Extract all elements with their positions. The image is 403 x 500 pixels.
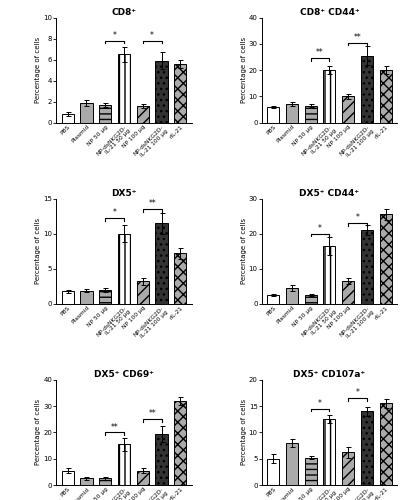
Bar	[137, 470, 149, 485]
Bar	[380, 214, 392, 304]
Y-axis label: Percentage of cells: Percentage of cells	[35, 37, 41, 103]
Title: DX5⁺ CD107a⁺: DX5⁺ CD107a⁺	[293, 370, 366, 379]
Bar	[305, 106, 317, 123]
Bar	[118, 234, 130, 304]
Bar	[305, 458, 317, 485]
Bar	[323, 246, 335, 304]
Text: *: *	[113, 31, 116, 40]
Text: **: **	[354, 32, 361, 42]
Bar	[80, 104, 93, 123]
Bar	[286, 104, 298, 123]
Bar	[267, 107, 279, 123]
Bar	[62, 114, 74, 123]
Bar	[62, 470, 74, 485]
Bar	[80, 478, 93, 485]
Bar	[342, 452, 354, 485]
Title: DX5⁺: DX5⁺	[111, 189, 137, 198]
Bar	[80, 290, 93, 304]
Text: *: *	[150, 31, 154, 40]
Bar	[118, 444, 130, 485]
Bar	[305, 295, 317, 304]
Bar	[99, 290, 111, 304]
Y-axis label: Percentage of cells: Percentage of cells	[35, 218, 41, 284]
Bar	[267, 458, 279, 485]
Text: **: **	[148, 200, 156, 208]
Bar	[380, 70, 392, 123]
Text: *: *	[355, 388, 359, 398]
Bar	[380, 404, 392, 485]
Bar	[286, 288, 298, 304]
Y-axis label: Percentage of cells: Percentage of cells	[241, 37, 247, 103]
Title: CD8⁺ CD44⁺: CD8⁺ CD44⁺	[299, 8, 359, 16]
Text: *: *	[318, 224, 322, 233]
Bar	[361, 56, 373, 123]
Y-axis label: Percentage of cells: Percentage of cells	[35, 400, 41, 466]
Bar	[174, 64, 187, 123]
Bar	[323, 70, 335, 123]
Y-axis label: Percentage of cells: Percentage of cells	[241, 218, 247, 284]
Bar	[361, 412, 373, 485]
Title: DX5⁺ CD69⁺: DX5⁺ CD69⁺	[94, 370, 154, 379]
Bar	[62, 292, 74, 304]
Bar	[118, 54, 130, 123]
Bar	[286, 443, 298, 485]
Bar	[267, 295, 279, 304]
Text: **: **	[316, 48, 324, 58]
Y-axis label: Percentage of cells: Percentage of cells	[241, 400, 247, 466]
Title: DX5⁺ CD44⁺: DX5⁺ CD44⁺	[299, 189, 359, 198]
Bar	[137, 282, 149, 304]
Bar	[174, 401, 187, 485]
Bar	[137, 106, 149, 123]
Text: *: *	[318, 399, 322, 408]
Bar	[342, 96, 354, 123]
Bar	[342, 281, 354, 304]
Bar	[99, 105, 111, 123]
Title: CD8⁺: CD8⁺	[112, 8, 137, 16]
Text: *: *	[113, 208, 116, 218]
Bar	[361, 230, 373, 304]
Text: **: **	[111, 422, 118, 432]
Bar	[174, 254, 187, 304]
Bar	[156, 60, 168, 123]
Text: *: *	[355, 214, 359, 222]
Bar	[156, 434, 168, 485]
Bar	[99, 478, 111, 485]
Bar	[323, 419, 335, 485]
Text: **: **	[148, 410, 156, 418]
Bar	[156, 223, 168, 304]
